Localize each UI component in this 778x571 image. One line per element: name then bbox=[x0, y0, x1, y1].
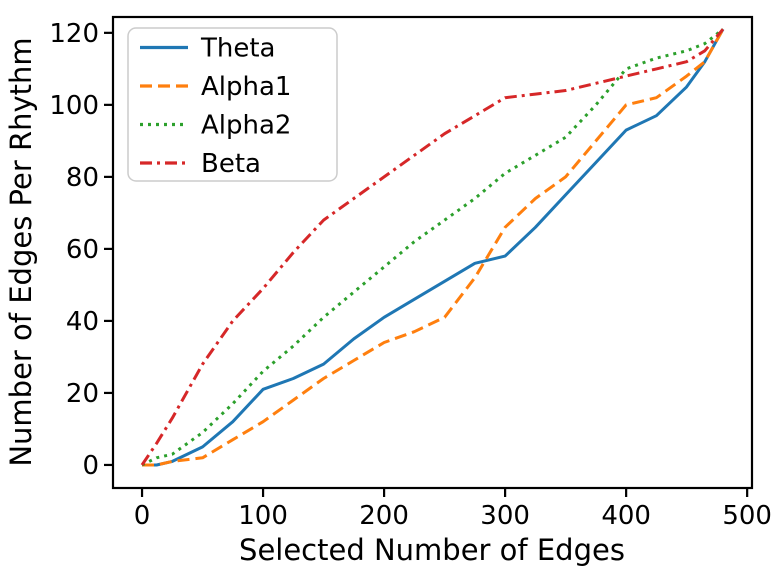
y-tick-label: 40 bbox=[66, 307, 99, 337]
x-tick-label: 100 bbox=[238, 501, 288, 531]
y-tick-label: 60 bbox=[66, 235, 99, 265]
legend-box bbox=[127, 27, 338, 182]
legend-label-theta: Theta bbox=[200, 34, 275, 64]
series-line-alpha2 bbox=[141, 28, 724, 467]
y-tick-label: 20 bbox=[66, 379, 99, 409]
series-line-alpha1 bbox=[142, 28, 725, 467]
x-axis-label: Selected Number of Edges bbox=[239, 533, 625, 567]
legend-label-alpha1: Alpha1 bbox=[201, 72, 291, 102]
y-axis-ticks: 0 20 40 60 80 100 120 bbox=[49, 19, 113, 481]
series-line-theta bbox=[142, 28, 725, 467]
x-tick-label: 200 bbox=[359, 501, 409, 531]
x-tick-label: 500 bbox=[722, 501, 772, 531]
y-axis-label: Number of Edges Per Rhythm bbox=[4, 37, 38, 466]
x-tick-label: 0 bbox=[134, 501, 151, 531]
legend-label-alpha2: Alpha2 bbox=[201, 111, 291, 141]
x-tick-label: 300 bbox=[480, 501, 530, 531]
legend: Theta Alpha1 Alpha2 Beta bbox=[127, 27, 338, 182]
x-axis-ticks: 0 100 200 300 400 500 bbox=[134, 488, 772, 531]
x-tick-label: 400 bbox=[601, 501, 651, 531]
y-tick-label: 0 bbox=[82, 451, 99, 481]
legend-label-beta: Beta bbox=[201, 149, 261, 179]
y-tick-label: 80 bbox=[66, 163, 99, 193]
y-tick-label: 100 bbox=[49, 91, 99, 121]
plot-border bbox=[111, 15, 754, 490]
series-line-beta bbox=[140, 28, 725, 466]
y-tick-label: 120 bbox=[49, 19, 99, 49]
curves-group bbox=[140, 28, 725, 467]
